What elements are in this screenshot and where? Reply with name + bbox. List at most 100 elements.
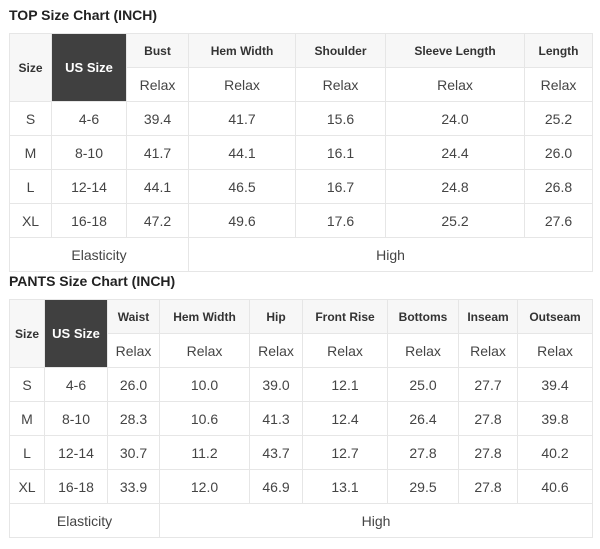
us-size-cell: 4-6 bbox=[44, 367, 108, 402]
size-cell: S bbox=[9, 367, 45, 402]
fit-label: Relax bbox=[517, 333, 593, 368]
measurement-cell: 26.4 bbox=[387, 401, 459, 436]
table-row: M 8-10 28.3 10.6 41.3 12.4 26.4 27.8 39.8 bbox=[9, 401, 593, 436]
measurement-cell: 49.6 bbox=[188, 203, 296, 238]
measurement-cell: 30.7 bbox=[107, 435, 160, 470]
measurement-cell: 16.1 bbox=[295, 135, 386, 170]
table-row: S 4-6 26.0 10.0 39.0 12.1 25.0 27.7 39.4 bbox=[9, 367, 593, 402]
measurement-cell: 26.0 bbox=[524, 135, 593, 170]
column-header: Hip bbox=[249, 299, 303, 334]
column-header: Bottoms bbox=[387, 299, 459, 334]
column-header: Hem Width bbox=[188, 33, 296, 68]
column-header: Shoulder bbox=[295, 33, 386, 68]
measurement-cell: 39.8 bbox=[517, 401, 593, 436]
top-chart-title: TOP Size Chart (INCH) bbox=[9, 7, 158, 23]
measurement-cell: 29.5 bbox=[387, 469, 459, 504]
measurement-cell: 41.7 bbox=[188, 101, 296, 136]
column-header: Waist bbox=[107, 299, 160, 334]
table-row: L 12-14 30.7 11.2 43.7 12.7 27.8 27.8 40.2 bbox=[9, 435, 593, 470]
measurement-cell: 25.2 bbox=[385, 203, 525, 238]
measurement-cell: 43.7 bbox=[249, 435, 303, 470]
us-size-cell: 8-10 bbox=[44, 401, 108, 436]
measurement-cell: 24.4 bbox=[385, 135, 525, 170]
size-cell: L bbox=[9, 169, 52, 204]
us-size-header: US Size bbox=[51, 33, 127, 102]
measurement-cell: 41.3 bbox=[249, 401, 303, 436]
measurement-cell: 16.7 bbox=[295, 169, 386, 204]
measurement-cell: 44.1 bbox=[188, 135, 296, 170]
size-header: Size bbox=[9, 33, 52, 102]
measurement-cell: 41.7 bbox=[126, 135, 189, 170]
size-cell: M bbox=[9, 401, 45, 436]
measurement-cell: 15.6 bbox=[295, 101, 386, 136]
measurement-cell: 44.1 bbox=[126, 169, 189, 204]
measurement-cell: 26.8 bbox=[524, 169, 593, 204]
size-cell: XL bbox=[9, 469, 45, 504]
elasticity-value: High bbox=[159, 503, 593, 538]
measurement-cell: 40.2 bbox=[517, 435, 593, 470]
measurement-cell: 40.6 bbox=[517, 469, 593, 504]
us-size-cell: 8-10 bbox=[51, 135, 127, 170]
table-row: XL 16-18 47.2 49.6 17.6 25.2 27.6 bbox=[9, 203, 593, 238]
measurement-cell: 27.8 bbox=[458, 469, 518, 504]
elasticity-row: Elasticity High bbox=[9, 237, 593, 272]
elasticity-label: Elasticity bbox=[9, 237, 189, 272]
fit-label: Relax bbox=[188, 67, 296, 102]
fit-label: Relax bbox=[387, 333, 459, 368]
column-header: Front Rise bbox=[302, 299, 388, 334]
column-header: Bust bbox=[126, 33, 189, 68]
measurement-cell: 12.1 bbox=[302, 367, 388, 402]
table-row: L 12-14 44.1 46.5 16.7 24.8 26.8 bbox=[9, 169, 593, 204]
measurement-cell: 10.6 bbox=[159, 401, 250, 436]
fit-label: Relax bbox=[249, 333, 303, 368]
measurement-cell: 17.6 bbox=[295, 203, 386, 238]
column-header: Hem Width bbox=[159, 299, 250, 334]
measurement-cell: 24.0 bbox=[385, 101, 525, 136]
size-header: Size bbox=[9, 299, 45, 368]
fit-label: Relax bbox=[126, 67, 189, 102]
measurement-cell: 46.9 bbox=[249, 469, 303, 504]
pants-chart-title: PANTS Size Chart (INCH) bbox=[9, 273, 176, 289]
table-row: XL 16-18 33.9 12.0 46.9 13.1 29.5 27.8 40.6 bbox=[9, 469, 593, 504]
measurement-cell: 27.8 bbox=[387, 435, 459, 470]
us-size-cell: 12-14 bbox=[51, 169, 127, 204]
us-size-cell: 12-14 bbox=[44, 435, 108, 470]
fit-label: Relax bbox=[159, 333, 250, 368]
measurement-cell: 39.4 bbox=[517, 367, 593, 402]
size-cell: S bbox=[9, 101, 52, 136]
measurement-cell: 27.7 bbox=[458, 367, 518, 402]
measurement-cell: 28.3 bbox=[107, 401, 160, 436]
column-header: Outseam bbox=[517, 299, 593, 334]
measurement-cell: 39.4 bbox=[126, 101, 189, 136]
us-size-cell: 16-18 bbox=[44, 469, 108, 504]
fit-label: Relax bbox=[107, 333, 160, 368]
measurement-cell: 12.0 bbox=[159, 469, 250, 504]
measurement-cell: 27.8 bbox=[458, 401, 518, 436]
elasticity-label: Elasticity bbox=[9, 503, 160, 538]
fit-label: Relax bbox=[458, 333, 518, 368]
column-header: Length bbox=[524, 33, 593, 68]
measurement-cell: 27.8 bbox=[458, 435, 518, 470]
size-cell: M bbox=[9, 135, 52, 170]
measurement-cell: 47.2 bbox=[126, 203, 189, 238]
elasticity-row: Elasticity High bbox=[9, 503, 593, 538]
measurement-cell: 46.5 bbox=[188, 169, 296, 204]
elasticity-value: High bbox=[188, 237, 593, 272]
fit-label: Relax bbox=[524, 67, 593, 102]
us-size-cell: 4-6 bbox=[51, 101, 127, 136]
measurement-cell: 13.1 bbox=[302, 469, 388, 504]
column-header: Sleeve Length bbox=[385, 33, 525, 68]
measurement-cell: 25.2 bbox=[524, 101, 593, 136]
fit-label: Relax bbox=[385, 67, 525, 102]
measurement-cell: 12.7 bbox=[302, 435, 388, 470]
measurement-cell: 33.9 bbox=[107, 469, 160, 504]
size-cell: XL bbox=[9, 203, 52, 238]
measurement-cell: 11.2 bbox=[159, 435, 250, 470]
top-size-table: Size US Size Bust Hem Width Shoulder Sleeve… bbox=[9, 33, 593, 272]
column-header: Inseam bbox=[458, 299, 518, 334]
measurement-cell: 24.8 bbox=[385, 169, 525, 204]
measurement-cell: 26.0 bbox=[107, 367, 160, 402]
measurement-cell: 12.4 bbox=[302, 401, 388, 436]
us-size-header: US Size bbox=[44, 299, 108, 368]
measurement-cell: 25.0 bbox=[387, 367, 459, 402]
